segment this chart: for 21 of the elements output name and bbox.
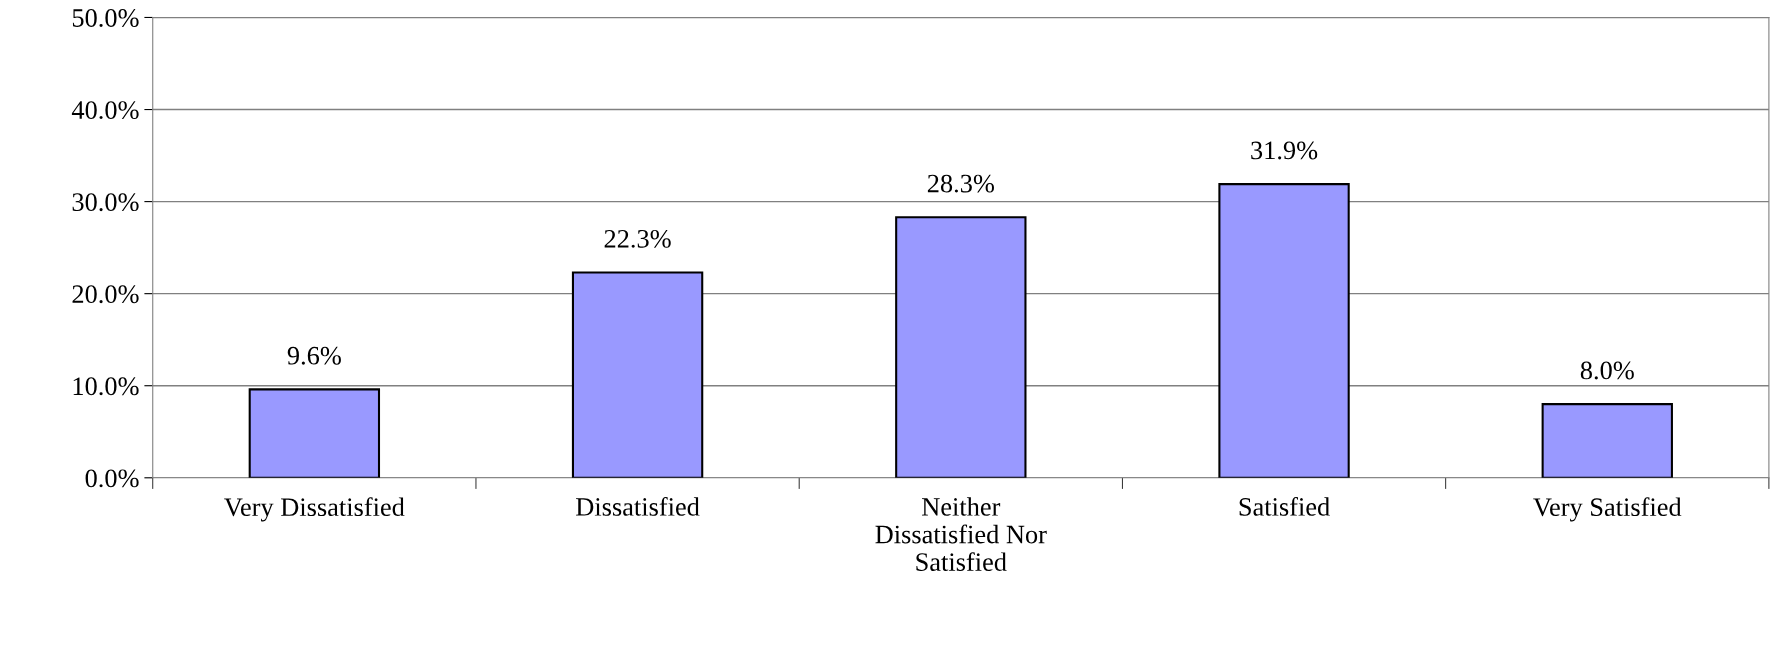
data-label: 9.6% (287, 346, 341, 365)
x-tick-label: Very Satisfied (1533, 497, 1682, 522)
bar (1218, 183, 1350, 478)
data-label: 28.3% (927, 174, 994, 193)
x-tick-label: Dissatisfied (576, 496, 700, 516)
data-label: 8.0% (1580, 361, 1634, 380)
x-tick-label: Very Dissatisfied (224, 497, 405, 522)
data-label: 22.3% (604, 229, 671, 248)
bar (895, 216, 1027, 478)
y-tick-label: 0.0% (85, 469, 139, 488)
data-label: 31.9% (1251, 141, 1318, 160)
bar (571, 271, 704, 478)
y-tick-label: 20.0% (72, 285, 139, 304)
y-tick-label: 30.0% (72, 193, 139, 212)
y-tick-label: 10.0% (73, 377, 139, 396)
x-tick-label: Satisfied (1239, 496, 1330, 516)
bar (248, 388, 381, 478)
bar (1541, 403, 1673, 478)
x-tick-label: Neither Dissatisfied Nor Satisfied (875, 497, 1047, 571)
y-tick-label: 40.0% (71, 101, 139, 120)
y-tick-label: 50.0% (72, 9, 139, 27)
